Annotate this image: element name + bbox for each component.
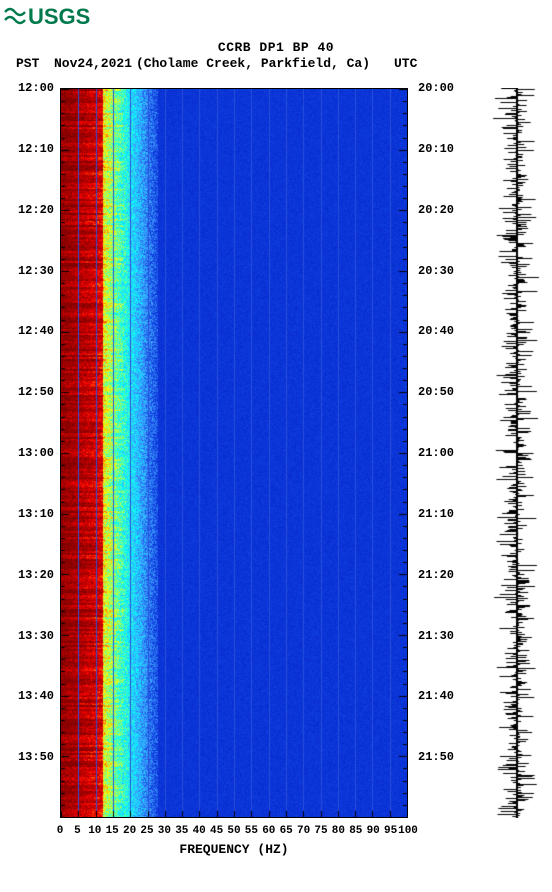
x-tick: 45 xyxy=(210,825,223,837)
y-tick-left: 12:30 xyxy=(18,264,54,278)
y-tick-right: 20:20 xyxy=(418,203,454,217)
y-tick-right: 20:00 xyxy=(418,81,454,95)
y-tick-left: 12:40 xyxy=(18,324,54,338)
y-tick-right: 20:40 xyxy=(418,324,454,338)
y-tick-right: 20:30 xyxy=(418,264,454,278)
x-tick: 10 xyxy=(88,825,101,837)
x-tick: 15 xyxy=(106,825,119,837)
date-label: Nov24,2021 xyxy=(54,56,132,71)
y-tick-left: 13:50 xyxy=(18,750,54,764)
waveform-canvas xyxy=(492,88,542,818)
x-tick: 75 xyxy=(314,825,327,837)
x-tick: 0 xyxy=(57,825,64,837)
page-root: USGS CCRB DP1 BP 40 PST Nov24,2021 (Chol… xyxy=(0,0,552,892)
x-tick: 90 xyxy=(367,825,380,837)
x-tick: 20 xyxy=(123,825,136,837)
x-tick: 50 xyxy=(227,825,240,837)
x-tick: 85 xyxy=(349,825,362,837)
usgs-wave-icon: USGS xyxy=(4,4,96,28)
x-tick: 30 xyxy=(158,825,171,837)
x-tick: 95 xyxy=(384,825,397,837)
plot-title: CCRB DP1 BP 40 xyxy=(0,40,552,55)
y-tick-left: 13:30 xyxy=(18,629,54,643)
y-tick-right: 21:50 xyxy=(418,750,454,764)
x-tick: 35 xyxy=(175,825,188,837)
x-tick: 80 xyxy=(332,825,345,837)
y-tick-left: 13:10 xyxy=(18,507,54,521)
y-tick-right: 21:30 xyxy=(418,629,454,643)
y-tick-left: 12:20 xyxy=(18,203,54,217)
utc-label: UTC xyxy=(394,56,417,71)
y-tick-left: 13:20 xyxy=(18,568,54,582)
y-tick-left: 13:40 xyxy=(18,689,54,703)
y-tick-right: 21:00 xyxy=(418,446,454,460)
y-tick-left: 12:00 xyxy=(18,81,54,95)
x-tick: 60 xyxy=(262,825,275,837)
y-tick-left: 12:50 xyxy=(18,385,54,399)
y-axis-left-pst: 12:0012:1012:2012:3012:4012:5013:0013:10… xyxy=(0,88,58,818)
x-axis-label: FREQUENCY (HZ) xyxy=(60,842,408,857)
y-tick-right: 20:50 xyxy=(418,385,454,399)
y-tick-right: 20:10 xyxy=(418,142,454,156)
usgs-logo-text: USGS xyxy=(28,4,90,28)
pst-label: PST xyxy=(16,56,39,71)
y-tick-right: 21:40 xyxy=(418,689,454,703)
x-tick: 40 xyxy=(193,825,206,837)
x-tick: 55 xyxy=(245,825,258,837)
waveform-trace xyxy=(492,88,542,818)
x-tick: 65 xyxy=(280,825,293,837)
x-tick: 70 xyxy=(297,825,310,837)
spectrogram-canvas xyxy=(61,89,407,817)
location-label: (Cholame Creek, Parkfield, Ca) xyxy=(136,56,370,71)
x-tick: 5 xyxy=(74,825,81,837)
x-tick: 25 xyxy=(140,825,153,837)
x-tick: 100 xyxy=(398,825,418,837)
y-tick-right: 21:10 xyxy=(418,507,454,521)
usgs-logo: USGS xyxy=(4,4,96,28)
y-tick-left: 13:00 xyxy=(18,446,54,460)
spectrogram-plot xyxy=(60,88,408,818)
y-tick-left: 12:10 xyxy=(18,142,54,156)
y-axis-right-utc: 20:0020:1020:2020:3020:4020:5021:0021:10… xyxy=(414,88,472,818)
y-tick-right: 21:20 xyxy=(418,568,454,582)
